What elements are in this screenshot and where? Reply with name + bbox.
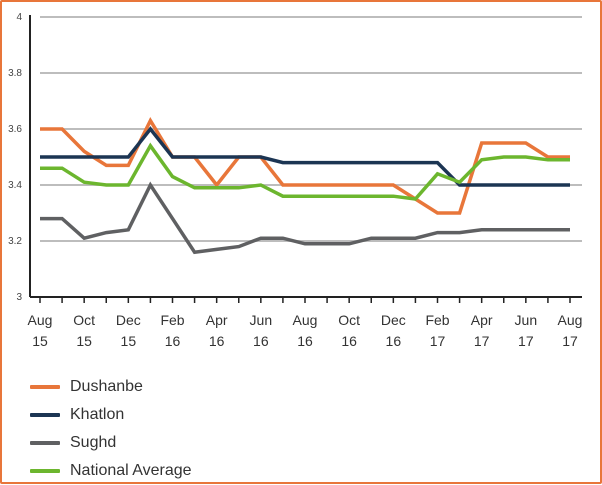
x-tick-label-month: Oct	[73, 312, 95, 328]
series-line-sughd	[40, 181, 570, 255]
x-tick-label-month: Jun	[250, 312, 273, 328]
legend-label: Dushanbe	[70, 378, 143, 395]
axes	[29, 15, 582, 303]
legend-label: Sughd	[70, 434, 117, 451]
x-tick-label-month: Dec	[116, 312, 141, 328]
x-tick-label-month: Apr	[471, 312, 493, 328]
gridlines	[40, 16, 582, 242]
legend-swatch	[30, 441, 60, 445]
x-tick-label-month: Oct	[338, 312, 360, 328]
x-tick-label-year: 16	[341, 333, 357, 349]
y-tick-label: 3	[16, 292, 22, 303]
series-line-national-average	[40, 142, 570, 201]
x-tick-label-year: 16	[297, 333, 313, 349]
x-tick-label-year: 17	[562, 333, 578, 349]
x-tick-label-year: 16	[253, 333, 269, 349]
y-tick-label: 3.4	[8, 180, 22, 191]
x-tick-label-month: Aug	[28, 312, 53, 328]
legend-swatch	[30, 469, 60, 473]
y-tick-label: 3.2	[8, 236, 22, 247]
legend-label: Khatlon	[70, 406, 125, 423]
x-tick-label-month: Dec	[381, 312, 406, 328]
x-tick-label-year: 15	[32, 333, 48, 349]
legend-item: National Average	[30, 457, 192, 485]
x-tick-label-month: Feb	[425, 312, 449, 328]
y-tick-label: 3.6	[8, 124, 22, 135]
x-tick-label-year: 17	[430, 333, 446, 349]
legend-swatch	[30, 413, 60, 417]
x-tick-label-month: Jun	[515, 312, 538, 328]
legend-item: Dushanbe	[30, 373, 192, 401]
legend-swatch	[30, 385, 60, 389]
x-tick-label-year: 15	[76, 333, 92, 349]
x-tick-label-year: 16	[209, 333, 225, 349]
legend-item: Sughd	[30, 429, 192, 457]
x-tick-label-year: 17	[518, 333, 534, 349]
x-tick-label-year: 15	[121, 333, 137, 349]
x-tick-label-year: 16	[386, 333, 402, 349]
legend-item: Khatlon	[30, 401, 192, 429]
x-tick-label-month: Aug	[293, 312, 318, 328]
x-tick-label-year: 17	[474, 333, 490, 349]
x-tick-label-year: 16	[165, 333, 181, 349]
legend: Dushanbe Khatlon Sughd National Average	[30, 373, 192, 485]
tick-labels: 3 3.2 3.4 3.6 3.8 4 Aug 15 Oct 15 Dec 15 Feb 16 Apr 16 J…	[8, 12, 582, 349]
y-tick-label: 3.8	[8, 68, 22, 79]
x-tick-label-month: Apr	[206, 312, 228, 328]
x-tick-label-month: Aug	[558, 312, 583, 328]
series-line-khatlon	[40, 126, 570, 187]
series-lines	[40, 116, 570, 255]
y-tick-label: 4	[16, 12, 22, 23]
x-tick-label-month: Feb	[160, 312, 184, 328]
legend-label: National Average	[70, 462, 192, 479]
series-line-dushanbe	[40, 116, 570, 215]
